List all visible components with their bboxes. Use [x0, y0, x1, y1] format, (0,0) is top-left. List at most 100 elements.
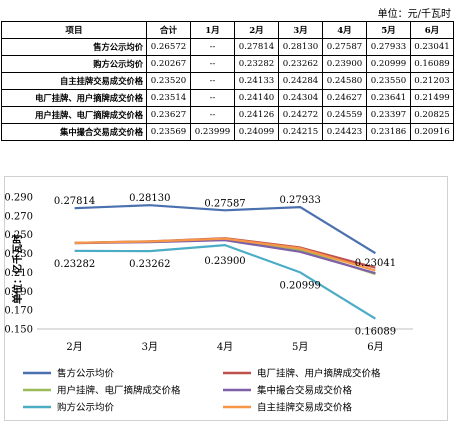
table-cell: 0.24304 — [278, 89, 323, 107]
table-cell: 0.16089 — [410, 55, 454, 73]
table-cell: 0.23397 — [366, 106, 411, 124]
table-row: 用户挂牌、电厂摘牌成交价格 0.23627 -- 0.24126 0.24272 0.24… — [1, 106, 454, 124]
legend-label: 自主挂牌交易成交价格 — [257, 402, 353, 414]
table-cell: 0.24423 — [322, 123, 367, 141]
table-row: 集中撮合交易成交价格 0.23569 0.23999 0.24099 0.24215 0.… — [1, 123, 454, 141]
unit-label: 单位：元/千瓦时 — [377, 9, 451, 20]
y-tick-label: 0.210 — [5, 268, 33, 279]
y-axis-title: 单位：亿千瓦时 — [11, 234, 24, 304]
table-cell: 0.20999 — [366, 55, 411, 73]
table-row: 自主挂牌交易成交价格 0.23520 -- 0.24133 0.24284 0.24580… — [1, 72, 454, 90]
table-cell: 0.21499 — [410, 89, 454, 107]
price-table: 项目 合计 1月 2月 3月 4月 5月 6月 售方公示均价 0.26572 -- 0… — [1, 21, 454, 141]
table-cell: 0.24284 — [278, 72, 323, 90]
table-cell: 0.23186 — [366, 123, 411, 141]
legend-label: 售方公示均价 — [57, 368, 115, 380]
y-tick-label: 0.190 — [5, 287, 33, 298]
table-cell: 0.23282 — [234, 55, 279, 73]
legend-label: 购方公示均价 — [57, 402, 115, 414]
chart-frame: 0.150 0.170 0.190 0.210 0.230 0.250 0.270 0.290… — [4, 176, 448, 421]
row-label: 集中撮合交易成交价格 — [1, 123, 147, 141]
header-mar: 3月 — [278, 21, 323, 39]
legend-label: 集中撮合交易成交价格 — [257, 385, 353, 397]
table-cell: 0.20916 — [410, 123, 454, 141]
data-label: 0.27814 — [54, 196, 95, 207]
series-line-5 — [74, 237, 376, 272]
table-cell: 0.23999 — [190, 123, 235, 141]
header-total: 合计 — [146, 21, 191, 39]
table-cell: -- — [190, 106, 235, 124]
table-cell: 0.23041 — [410, 38, 454, 56]
table-cell: 0.23520 — [146, 72, 191, 90]
row-label: 售方公示均价 — [1, 38, 147, 56]
table-cell: 0.27933 — [366, 38, 411, 56]
table-cell: 0.23550 — [366, 72, 411, 90]
header-jan: 1月 — [190, 21, 235, 39]
header-feb: 2月 — [234, 21, 279, 39]
legend-label: 电厂挂牌、用户摘牌成交价格 — [257, 368, 381, 380]
table-cell: 0.24099 — [234, 123, 279, 141]
table-row: 电厂挂牌、用户摘牌成交价格 0.23514 -- 0.24140 0.24304 0.24… — [1, 89, 454, 107]
x-tick-label: 6月 — [367, 341, 383, 353]
header-jun: 6月 — [410, 21, 454, 39]
data-label: 0.27933 — [280, 195, 321, 206]
table-cell: 0.24215 — [278, 123, 323, 141]
series-line-4 — [74, 243, 376, 320]
legend-label: 用户挂牌、电厂摘牌成交价格 — [57, 385, 181, 397]
table-cell: 0.24272 — [278, 106, 323, 124]
table-cell: 0.24580 — [322, 72, 367, 90]
table-cell: 0.26572 — [146, 38, 191, 56]
data-label: 0.20999 — [280, 280, 321, 291]
header-may: 5月 — [366, 21, 411, 39]
table-cell: 0.24559 — [322, 106, 367, 124]
data-label: 0.23900 — [204, 256, 245, 267]
row-label: 自主挂牌交易成交价格 — [1, 72, 147, 90]
x-tick-label: 2月 — [66, 341, 82, 353]
data-label: 0.16089 — [355, 327, 396, 338]
table-cell: 0.24126 — [234, 106, 279, 124]
row-label: 用户挂牌、电厂摘牌成交价格 — [1, 106, 147, 124]
table-cell: -- — [190, 55, 235, 73]
data-label: 0.28130 — [129, 193, 170, 204]
table-cell: 0.27814 — [234, 38, 279, 56]
y-tick-label: 0.230 — [5, 249, 33, 260]
table-cell: -- — [190, 38, 235, 56]
table-cell: 0.21203 — [410, 72, 454, 90]
table-cell: 0.20825 — [410, 106, 454, 124]
table-cell: 0.23627 — [146, 106, 191, 124]
y-tick-label: 0.170 — [5, 306, 33, 317]
table-cell: 0.24627 — [322, 89, 367, 107]
header-apr: 4月 — [322, 21, 367, 39]
y-tick-label: 0.150 — [5, 325, 33, 336]
data-label: 0.23041 — [355, 258, 396, 269]
y-tick-label: 0.250 — [5, 230, 33, 241]
table-cell: -- — [190, 89, 235, 107]
table-cell: 0.28130 — [278, 38, 323, 56]
x-tick-label: 3月 — [142, 341, 158, 353]
table-cell: 0.23641 — [366, 89, 411, 107]
header-item: 项目 — [1, 21, 147, 39]
table-row: 售方公示均价 0.26572 -- 0.27814 0.28130 0.27587 0.27… — [1, 38, 454, 56]
table-cell: 0.23569 — [146, 123, 191, 141]
table-cell: 0.23262 — [278, 55, 323, 73]
table-cell: 0.20267 — [146, 55, 191, 73]
table-cell: 0.23900 — [322, 55, 367, 73]
table-header-row: 项目 合计 1月 2月 3月 4月 5月 6月 — [1, 21, 454, 39]
x-tick-label: 5月 — [292, 341, 308, 353]
data-label: 0.23262 — [129, 259, 170, 270]
table-cell: 0.24133 — [234, 72, 279, 90]
table-cell: 0.27587 — [322, 38, 367, 56]
y-tick-label: 0.270 — [5, 211, 33, 222]
x-tick-label: 4月 — [217, 341, 233, 353]
y-tick-label: 0.290 — [5, 193, 33, 204]
table-cell: 0.23514 — [146, 89, 191, 107]
row-label: 电厂挂牌、用户摘牌成交价格 — [1, 89, 147, 107]
series-line-0 — [74, 204, 376, 255]
table-cell: 0.24140 — [234, 89, 279, 107]
line-chart: 0.150 0.170 0.190 0.210 0.230 0.250 0.270 0.290… — [4, 193, 413, 414]
data-label: 0.27587 — [204, 198, 245, 209]
row-label: 购方公示均价 — [1, 55, 147, 73]
table-cell: -- — [190, 72, 235, 90]
table-row: 购方公示均价 0.20267 -- 0.23282 0.23262 0.23900 0.20… — [1, 55, 454, 73]
data-label: 0.23282 — [54, 259, 95, 270]
